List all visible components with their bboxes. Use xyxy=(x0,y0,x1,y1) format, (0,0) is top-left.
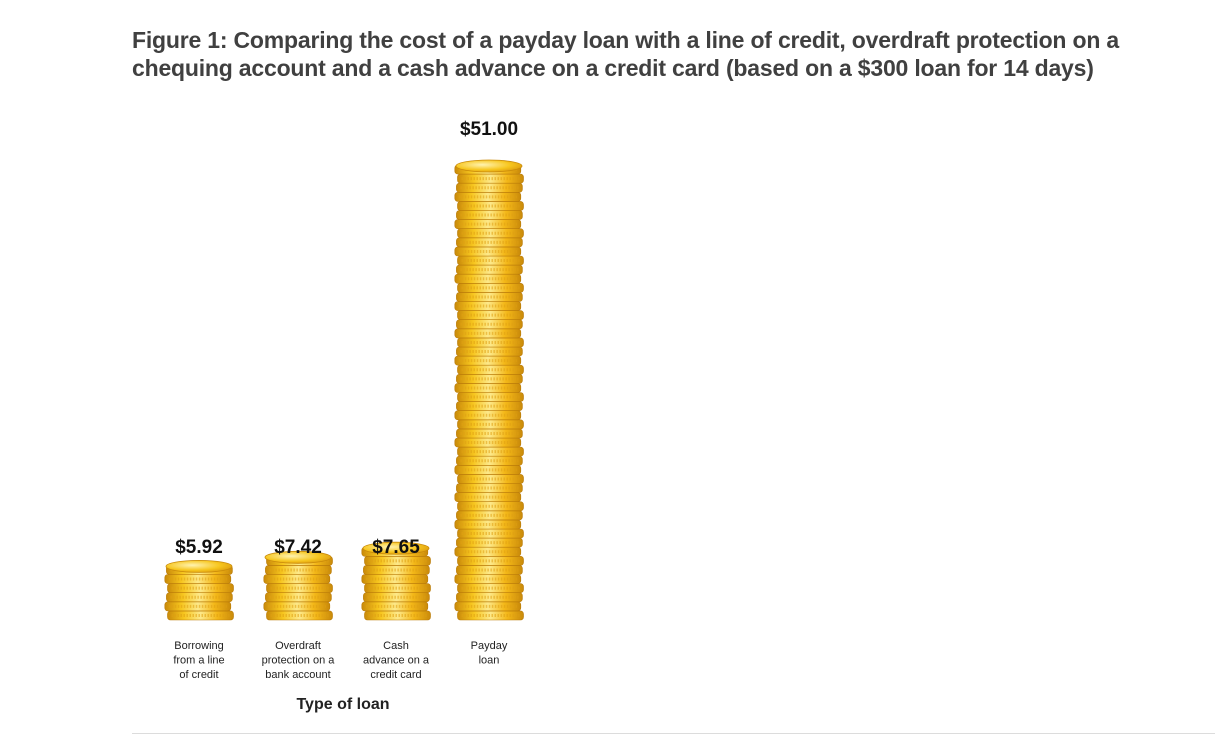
chart-labels: $5.92 Borrowing from a line of credit $7.42 O… xyxy=(173,119,518,681)
bar-coin-stack xyxy=(263,550,333,621)
value-label: $5.92 xyxy=(175,537,223,558)
category-label: of credit xyxy=(179,669,218,681)
bar-coin-stack xyxy=(164,560,234,621)
value-label: $7.42 xyxy=(274,537,322,558)
category-label: Cash xyxy=(383,640,409,652)
bar-coin-stack xyxy=(361,541,431,621)
figure-title: Figure 1: Comparing the cost of a payday… xyxy=(132,27,1119,81)
category-label: protection on a xyxy=(262,655,336,667)
category-label: from a line xyxy=(173,655,224,667)
bottom-divider xyxy=(132,733,1215,734)
category-label: Overdraft xyxy=(275,640,321,652)
category-label: bank account xyxy=(265,669,330,681)
bar-coin-stack xyxy=(454,159,524,621)
value-label: $7.65 xyxy=(372,537,420,558)
x-axis-title: Type of loan xyxy=(296,696,389,713)
category-label: Borrowing xyxy=(174,640,224,652)
coin-stacks xyxy=(164,159,524,621)
category-label: advance on a xyxy=(363,655,430,667)
category-label: loan xyxy=(479,655,500,667)
value-label: $51.00 xyxy=(460,119,518,140)
category-label: credit card xyxy=(370,669,421,681)
category-label: Payday xyxy=(471,640,508,652)
